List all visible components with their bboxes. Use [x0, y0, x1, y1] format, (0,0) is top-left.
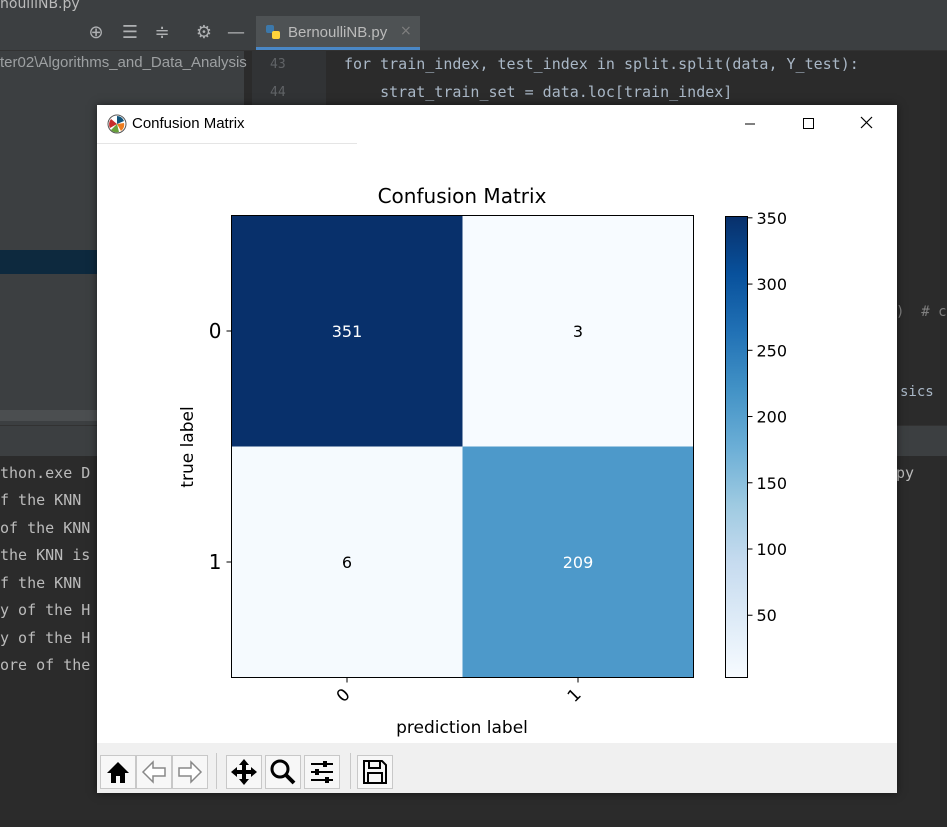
maximize-button[interactable] [779, 105, 837, 143]
output-line: y of the H [0, 629, 91, 647]
code-line[interactable]: for train_index, test_index in split.spl… [344, 55, 859, 73]
output-line: of the KNN [0, 519, 91, 537]
y-tick-label: 0 [209, 319, 222, 343]
y-axis-label: true label [178, 406, 198, 487]
editor-tab[interactable]: BernoulliNB.py × [256, 16, 420, 50]
heatmap-cell [462, 215, 694, 447]
configure-subplots-button[interactable] [304, 755, 340, 789]
cell-value-label: 3 [573, 322, 583, 341]
x-axis-label: prediction label [396, 718, 528, 738]
expand-all-icon[interactable]: ☰ [121, 22, 139, 43]
sliders-icon [311, 761, 333, 783]
colorbar-tick-label: 350 [757, 209, 788, 228]
gear-icon[interactable]: ⚙ [195, 22, 213, 43]
crosshair-icon[interactable]: ⊕ [88, 22, 104, 43]
ide-title-text: noulliNB.py [0, 0, 80, 12]
home-button[interactable] [100, 755, 136, 789]
pan-button[interactable] [226, 755, 262, 789]
python-file-icon [266, 25, 280, 39]
plot-frame [231, 215, 694, 678]
code-fragment: sics [900, 384, 943, 400]
floppy-disk-icon [363, 760, 387, 784]
project-scrollbar[interactable] [0, 410, 97, 421]
move-icon [231, 759, 257, 785]
chart-title: Confusion Matrix [378, 184, 547, 208]
colorbar-tick-label: 100 [757, 540, 788, 559]
heatmap-cell [231, 215, 463, 447]
output-line: y of the H [0, 601, 91, 619]
output-line: f the KNN [0, 491, 91, 509]
matplotlib-logo-icon [107, 114, 127, 134]
arrow-left-icon [141, 760, 166, 784]
code-line[interactable]: strat_train_set = data.loc[train_index] [344, 83, 733, 101]
project-selected-row[interactable] [0, 250, 97, 274]
maximize-icon [803, 118, 814, 129]
minimize-icon [745, 123, 755, 125]
ide-toolbar: ⊕ ☰ ≑ ⚙ — [0, 16, 947, 51]
window-title: Confusion Matrix [132, 115, 245, 132]
colorbar-tick-label: 250 [757, 341, 788, 360]
cell-value-label: 6 [342, 553, 352, 572]
close-icon [860, 116, 873, 129]
tab-filename: BernoulliNB.py [288, 24, 388, 41]
x-tick-label: 1 [564, 685, 586, 707]
code-fragment: ) # c [896, 304, 947, 320]
y-tick-label: 1 [209, 550, 222, 574]
project-path[interactable]: ter02\Algorithms_and_Data_Analysis [0, 54, 247, 71]
ide-title-bar: noulliNB.py [0, 0, 947, 16]
navigation-toolbar [97, 743, 897, 793]
hide-panel-icon[interactable]: — [227, 22, 245, 43]
back-button[interactable] [136, 755, 172, 789]
line-number: 44 [270, 85, 286, 100]
figure-window: Confusion Matrix Confusion Matrix 351 3 6 2… [97, 105, 897, 793]
cell-value-label: 351 [332, 322, 363, 341]
save-button[interactable] [357, 755, 393, 789]
output-line: the KNN is [0, 546, 91, 564]
forward-button[interactable] [172, 755, 208, 789]
window-title-bar[interactable]: Confusion Matrix [97, 105, 897, 144]
confusion-matrix-plot[interactable]: Confusion Matrix 351 3 6 209 0 1 0 1 predictio… [97, 143, 897, 743]
cell-value-label: 209 [563, 553, 594, 572]
heatmap-cell [462, 446, 694, 678]
arrow-right-icon [178, 760, 203, 784]
collapse-all-icon[interactable]: ≑ [154, 22, 170, 43]
output-line: thon.exe D [0, 464, 91, 482]
output-line: ore of the [0, 656, 91, 674]
magnifier-icon [270, 759, 296, 785]
home-icon [107, 762, 129, 783]
output-line: f the KNN [0, 574, 91, 592]
tab-close-icon[interactable]: × [400, 23, 412, 39]
colorbar-tick-label: 300 [757, 275, 788, 294]
line-number: 43 [270, 57, 286, 72]
colorbar-tick-label: 200 [757, 408, 788, 427]
colorbar-tick-label: 150 [757, 474, 788, 493]
x-tick-label: 0 [333, 685, 355, 707]
minimize-button[interactable] [721, 105, 779, 143]
heatmap-cell [231, 446, 463, 678]
zoom-button[interactable] [265, 755, 301, 789]
colorbar-tick-label: 50 [757, 606, 777, 625]
output-fragment: py [896, 464, 915, 482]
close-button[interactable] [837, 105, 895, 143]
colorbar [725, 216, 748, 678]
